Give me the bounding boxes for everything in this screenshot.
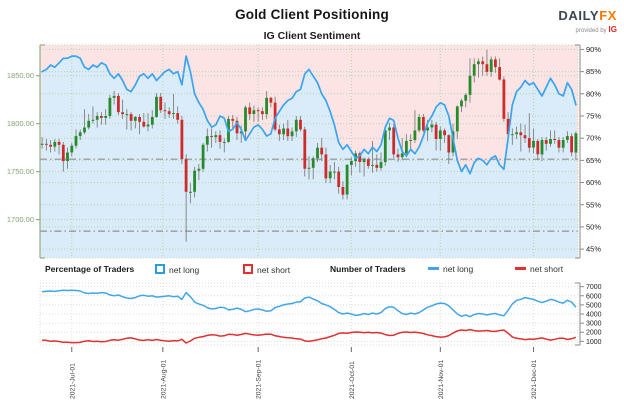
svg-text:1850.00: 1850.00	[7, 71, 34, 80]
svg-text:75%: 75%	[586, 112, 601, 121]
number-of-traders-label: Number of Traders	[330, 264, 406, 274]
net-short-count-line	[42, 328, 577, 344]
svg-text:2021-Jul-01: 2021-Jul-01	[69, 363, 76, 399]
svg-text:7000: 7000	[586, 284, 602, 291]
svg-text:2021-Nov-01: 2021-Nov-01	[438, 359, 445, 399]
chart-legend: Percentage of Traders net long net short…	[0, 264, 624, 278]
legend-item-count-net-short: net short	[515, 264, 563, 274]
percentage-of-traders-label: Percentage of Traders	[45, 264, 135, 274]
svg-text:80%: 80%	[586, 89, 601, 98]
percent-axis	[575, 44, 584, 259]
svg-text:65%: 65%	[586, 156, 601, 165]
svg-text:45%: 45%	[586, 245, 601, 254]
svg-text:60%: 60%	[586, 178, 601, 187]
price-axis	[36, 44, 45, 259]
net-long-count-line	[42, 289, 577, 318]
net-short-square-icon	[243, 264, 253, 274]
svg-text:55%: 55%	[586, 200, 601, 209]
svg-text:1750.00: 1750.00	[7, 167, 34, 176]
svg-text:6000: 6000	[586, 293, 602, 300]
svg-text:85%: 85%	[586, 67, 601, 76]
svg-text:4000: 4000	[586, 312, 602, 319]
svg-text:1000: 1000	[586, 339, 602, 346]
svg-text:1700.00: 1700.00	[7, 215, 34, 224]
main-gridlines	[40, 45, 578, 345]
svg-text:70%: 70%	[586, 134, 601, 143]
svg-text:2021-Sep-01: 2021-Sep-01	[256, 359, 263, 399]
svg-text:50%: 50%	[586, 222, 601, 231]
dailyfx-brand-text: DAILYFX	[558, 8, 617, 23]
page-title: Gold Client Positioning	[235, 7, 389, 22]
svg-text:3000: 3000	[586, 321, 602, 328]
count-axis	[575, 282, 584, 346]
dailyfx-logo: DAILYFX provided by IG	[558, 8, 617, 34]
net-long-pct-line	[41, 55, 577, 175]
net-short-line-icon	[515, 267, 526, 270]
svg-text:1800.00: 1800.00	[7, 119, 34, 128]
legend-item-pct-net-short: net short	[243, 264, 290, 275]
legend-item-count-net-long: net long	[428, 264, 473, 274]
svg-text:2021-Dec-01: 2021-Dec-01	[531, 359, 538, 399]
net-long-line-icon	[428, 267, 439, 270]
chart-subtitle: IG Client Sentiment	[263, 30, 361, 42]
provided-by-label: provided by IG	[575, 25, 617, 35]
date-axis: 2021-Jul-01 2021-Aug-01 2021-Sep-01 2021-Oc…	[69, 347, 538, 399]
svg-text:2021-Aug-01: 2021-Aug-01	[160, 359, 167, 399]
svg-text:2000: 2000	[586, 330, 602, 337]
legend-item-pct-net-long: net long	[155, 264, 199, 275]
svg-text:2021-Oct-01: 2021-Oct-01	[349, 361, 356, 399]
ig-logo: IG	[608, 25, 617, 34]
net-long-square-icon	[155, 264, 165, 274]
svg-text:5000: 5000	[586, 302, 602, 309]
candlesticks	[40, 49, 578, 242]
svg-text:90%: 90%	[586, 45, 601, 54]
